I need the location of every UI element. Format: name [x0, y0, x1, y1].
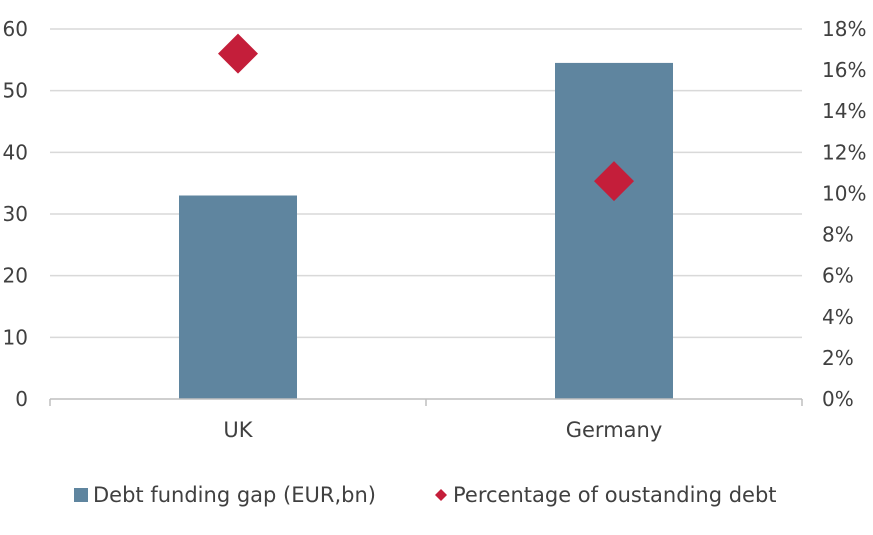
y2-tick-label: 8% — [822, 223, 854, 247]
legend-swatch-diamond — [435, 489, 447, 501]
bar-uk — [179, 195, 297, 399]
y-tick-label: 20 — [3, 264, 28, 288]
y-tick-label: 10 — [3, 325, 28, 349]
y-axis-right-ticks: 0% 2% 4% 6% 8% 10% 12% 14% 16% 18% — [822, 17, 866, 411]
y2-tick-label: 10% — [822, 181, 866, 205]
y-tick-label: 60 — [3, 17, 28, 41]
marker-series — [218, 33, 634, 202]
y-tick-label: 50 — [3, 79, 28, 103]
y-tick-label: 40 — [3, 140, 28, 164]
category-label: Germany — [566, 418, 663, 442]
category-labels: UK Germany — [223, 418, 662, 442]
category-label: UK — [223, 418, 253, 442]
legend-label-bar: Debt funding gap (EUR,bn) — [93, 483, 376, 507]
diamond-marker-germany — [594, 161, 634, 202]
y2-tick-label: 2% — [822, 346, 854, 370]
y2-tick-label: 12% — [822, 140, 866, 164]
y2-tick-label: 6% — [822, 264, 854, 288]
legend-label-marker: Percentage of oustanding debt — [453, 483, 777, 507]
y2-tick-label: 18% — [822, 17, 866, 41]
y2-tick-label: 14% — [822, 99, 866, 123]
y-axis-left-ticks: 0 10 20 30 40 50 60 — [3, 17, 28, 411]
bar-series — [179, 62, 673, 400]
gridlines — [50, 28, 802, 339]
legend-swatch-bar — [74, 488, 88, 502]
y-tick-label: 0 — [15, 387, 28, 411]
bar-germany — [555, 62, 673, 400]
diamond-marker-uk — [218, 33, 258, 74]
y2-tick-label: 0% — [822, 387, 854, 411]
legend: Debt funding gap (EUR,bn) Percentage of o… — [74, 483, 777, 507]
y2-tick-label: 16% — [822, 58, 866, 82]
y-tick-label: 30 — [3, 202, 28, 226]
y2-tick-label: 4% — [822, 305, 854, 329]
x-axis — [49, 398, 803, 406]
